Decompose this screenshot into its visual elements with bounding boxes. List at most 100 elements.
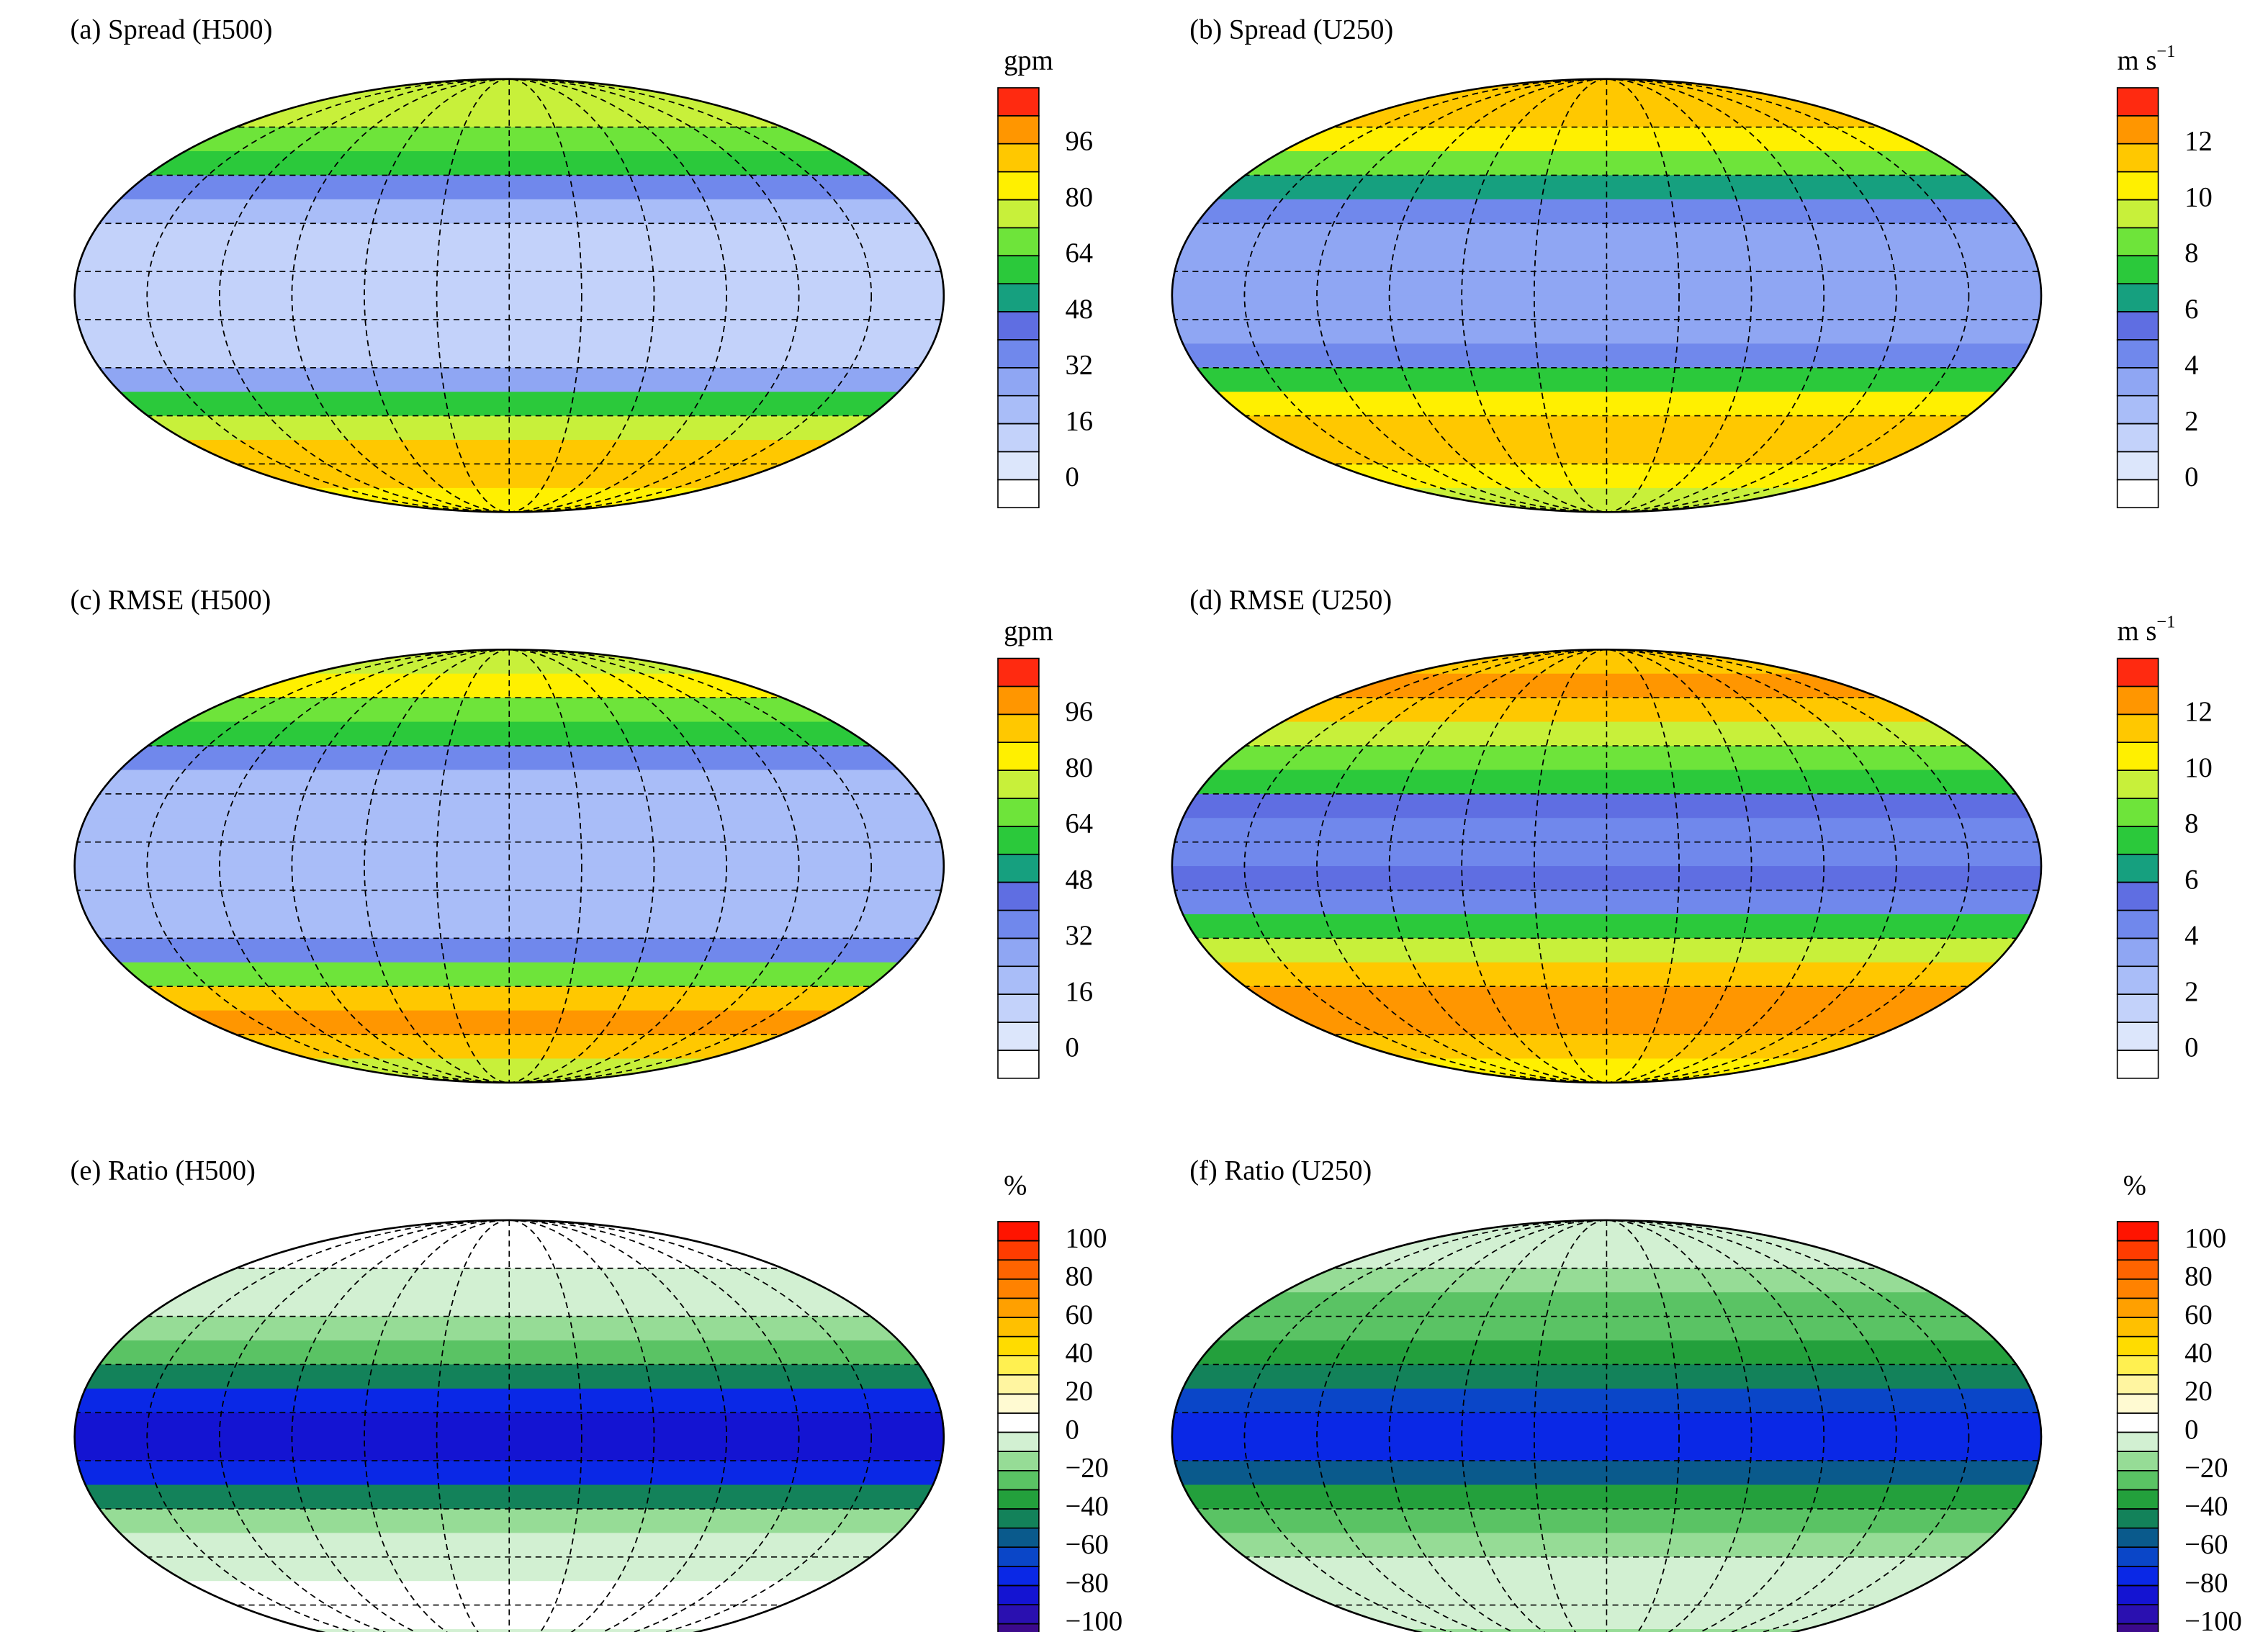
colorbar-label: 12	[2184, 697, 2213, 727]
zonal-band	[1171, 1034, 2041, 1060]
colorbar-segment	[2116, 171, 2159, 201]
meridian	[1316, 649, 1897, 1083]
colorbar-label: 48	[1065, 865, 1093, 895]
colorbar-segment	[997, 1451, 1040, 1471]
panel-title: (b) Spread (U250)	[1189, 15, 1393, 45]
colorbar-segment	[997, 937, 1040, 968]
colorbar-segment	[997, 1489, 1040, 1510]
colorbar-segment	[2116, 283, 2159, 312]
colorbar-label: 20	[2184, 1376, 2213, 1407]
panel: (e) Ratio (H500) −100 −80 −60 −40 −20 0 20 40 60 8…	[71, 1156, 1122, 1632]
unit-superscript: −1	[2156, 612, 2175, 631]
colorbar-segment	[997, 339, 1040, 369]
colorbar-segment	[2116, 87, 2159, 117]
meridian	[1534, 1220, 1680, 1632]
colorbar-segment	[2116, 1297, 2159, 1318]
meridian	[1243, 649, 1970, 1083]
colorbar-segment	[2116, 227, 2159, 257]
meridian	[219, 78, 800, 513]
colorbar-segment	[997, 366, 1040, 397]
panel: (a) Spread (H500) 0 16 32 48 64 80 96 gpm	[71, 15, 1093, 513]
meridian	[1461, 649, 1752, 1083]
colorbar-segment	[2116, 1022, 2159, 1051]
colorbar-segment	[997, 1546, 1040, 1567]
colorbar-segment	[2116, 741, 2159, 771]
panel: (d) RMSE (U250) 0 2 4 6 8 10 12 m s−1	[1171, 585, 2213, 1084]
colorbar-segment	[2116, 1508, 2159, 1529]
meridian	[364, 1220, 655, 1632]
map	[74, 649, 944, 1083]
map-outline	[1171, 649, 2043, 1084]
colorbar-segment	[997, 227, 1040, 257]
colorbar-segment	[2116, 479, 2159, 509]
colorbar-segment	[997, 770, 1040, 799]
colorbar-segment	[2116, 1489, 2159, 1510]
colorbar-label: 60	[1065, 1300, 1093, 1330]
colorbar-unit: m s−1	[2118, 612, 2176, 646]
colorbar-label: 8	[2184, 809, 2198, 839]
colorbar-segment	[2116, 143, 2159, 173]
colorbar-label: 4	[2184, 921, 2198, 951]
colorbar-segment	[2116, 311, 2159, 341]
panel: (f) Ratio (U250) −100 −80 −60 −40 −20 0 20 40 60 8…	[1171, 1156, 2242, 1632]
colorbar-segment	[997, 1623, 1040, 1632]
meridian	[436, 1220, 582, 1632]
colorbar-segment	[997, 255, 1040, 284]
meridian	[291, 649, 727, 1083]
colorbar-label: 80	[2184, 1262, 2213, 1292]
colorbar-segment	[997, 171, 1040, 201]
colorbar-segment	[2116, 1317, 2159, 1338]
colorbar-segment	[997, 143, 1040, 173]
colorbar-segment	[2116, 1278, 2159, 1299]
meridian	[436, 78, 582, 513]
colorbar-segment	[2116, 1240, 2159, 1261]
colorbar-segment	[2116, 1546, 2159, 1567]
colorbar-segment	[997, 685, 1040, 716]
map-outline	[73, 649, 945, 1084]
panel-title: (a) Spread (H500)	[71, 15, 273, 45]
panel: (b) Spread (U250) 0 2 4 6 8 10 12 m s−1	[1171, 15, 2213, 513]
colorbar-label: 0	[2184, 1033, 2198, 1063]
colorbar-segment	[2116, 1355, 2159, 1376]
meridian	[1243, 1220, 1970, 1632]
map	[74, 78, 944, 513]
map-outline	[1171, 78, 2043, 513]
panel-title: (f) Ratio (U250)	[1189, 1156, 1372, 1186]
meridian	[219, 649, 800, 1083]
colorbar-segment	[997, 881, 1040, 911]
unit-text: m s	[2118, 616, 2157, 646]
colorbar-segment	[997, 826, 1040, 855]
colorbar-label: 48	[1065, 294, 1093, 325]
colorbar-segment	[2116, 1469, 2159, 1491]
colorbar-segment	[997, 741, 1040, 771]
colorbar-segment	[997, 423, 1040, 453]
colorbar-segment	[2116, 199, 2159, 229]
colorbar-segment	[997, 1566, 1040, 1587]
meridian	[291, 78, 727, 513]
colorbar-segment	[2116, 1527, 2159, 1548]
colorbar-label: 12	[2184, 127, 2213, 157]
colorbar-segment	[2116, 255, 2159, 284]
colorbar-label: 32	[1065, 921, 1093, 951]
map	[1171, 78, 2041, 513]
colorbar-segment	[997, 657, 1040, 687]
colorbar-unit: m s−1	[2118, 42, 2176, 76]
colorbar-label: 100	[1065, 1223, 1107, 1253]
meridian	[1461, 1220, 1752, 1632]
panel: (c) RMSE (H500) 0 16 32 48 64 80 96 gpm	[71, 585, 1093, 1084]
meridian	[1316, 1220, 1897, 1632]
colorbar-label: 0	[2184, 462, 2198, 492]
colorbar-label: 16	[1065, 977, 1093, 1007]
panel-title: (c) RMSE (H500)	[71, 585, 271, 616]
colorbar-label: 96	[1065, 127, 1093, 157]
colorbar-segment	[2116, 1374, 2159, 1395]
colorbar-segment	[2116, 853, 2159, 883]
colorbar-segment	[997, 1297, 1040, 1318]
meridian	[1388, 78, 1825, 513]
unit-text: %	[1004, 1171, 1027, 1201]
colorbar-segment	[997, 1022, 1040, 1051]
colorbar-label: 2	[2184, 406, 2198, 436]
colorbar-segment	[997, 1469, 1040, 1491]
zonal-band	[74, 1605, 944, 1631]
